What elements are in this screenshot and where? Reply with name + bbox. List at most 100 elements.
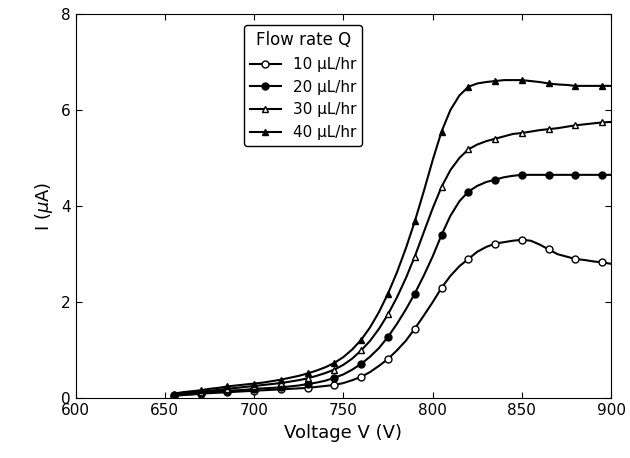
10 μL/hr bbox=[197, 391, 204, 396]
20 μL/hr bbox=[464, 189, 472, 194]
40 μL/hr bbox=[438, 129, 445, 134]
40 μL/hr bbox=[527, 78, 535, 84]
10 μL/hr bbox=[241, 388, 249, 394]
30 μL/hr bbox=[241, 384, 249, 390]
30 μL/hr bbox=[179, 391, 186, 396]
10 μL/hr bbox=[563, 254, 570, 259]
30 μL/hr bbox=[420, 230, 428, 235]
10 μL/hr bbox=[491, 241, 499, 246]
10 μL/hr bbox=[232, 389, 240, 394]
10 μL/hr bbox=[188, 392, 195, 398]
10 μL/hr bbox=[598, 260, 606, 265]
30 μL/hr bbox=[205, 388, 213, 393]
20 μL/hr bbox=[224, 388, 231, 393]
30 μL/hr bbox=[331, 367, 338, 372]
20 μL/hr bbox=[536, 172, 544, 178]
30 μL/hr bbox=[518, 130, 525, 136]
40 μL/hr bbox=[286, 375, 294, 381]
20 μL/hr bbox=[268, 385, 276, 391]
30 μL/hr bbox=[402, 276, 410, 281]
20 μL/hr bbox=[375, 345, 383, 351]
10 μL/hr bbox=[411, 326, 418, 332]
10 μL/hr bbox=[536, 242, 544, 247]
10 μL/hr bbox=[268, 387, 276, 393]
40 μL/hr bbox=[554, 82, 561, 87]
20 μL/hr bbox=[179, 392, 186, 397]
20 μL/hr bbox=[483, 180, 490, 185]
10 μL/hr bbox=[215, 390, 222, 395]
20 μL/hr bbox=[384, 334, 392, 340]
10 μL/hr bbox=[545, 247, 553, 252]
10 μL/hr bbox=[527, 238, 535, 244]
40 μL/hr bbox=[411, 219, 418, 224]
20 μL/hr bbox=[393, 321, 401, 327]
40 μL/hr bbox=[322, 365, 329, 370]
10 μL/hr bbox=[260, 387, 267, 393]
20 μL/hr bbox=[304, 381, 311, 387]
20 μL/hr bbox=[277, 385, 285, 390]
20 μL/hr bbox=[241, 387, 249, 393]
30 μL/hr bbox=[554, 125, 561, 131]
30 μL/hr bbox=[438, 184, 445, 190]
40 μL/hr bbox=[447, 107, 454, 113]
40 μL/hr bbox=[304, 371, 311, 376]
20 μL/hr bbox=[340, 372, 347, 377]
10 μL/hr bbox=[348, 377, 356, 383]
40 μL/hr bbox=[232, 383, 240, 388]
20 μL/hr bbox=[215, 388, 222, 394]
20 μL/hr bbox=[322, 378, 329, 383]
10 μL/hr bbox=[590, 259, 597, 264]
30 μL/hr bbox=[286, 379, 294, 384]
30 μL/hr bbox=[545, 126, 553, 132]
30 μL/hr bbox=[571, 123, 579, 128]
20 μL/hr bbox=[411, 291, 418, 296]
30 μL/hr bbox=[260, 382, 267, 388]
20 μL/hr bbox=[491, 177, 499, 182]
20 μL/hr bbox=[286, 384, 294, 389]
20 μL/hr bbox=[402, 307, 410, 312]
10 μL/hr bbox=[571, 256, 579, 262]
20 μL/hr bbox=[197, 390, 204, 395]
10 μL/hr bbox=[375, 363, 383, 369]
20 μL/hr bbox=[250, 386, 258, 392]
20 μL/hr bbox=[357, 361, 365, 366]
10 μL/hr bbox=[295, 386, 302, 391]
10 μL/hr bbox=[357, 374, 365, 380]
20 μL/hr bbox=[420, 273, 428, 278]
40 μL/hr bbox=[170, 391, 178, 396]
10 μL/hr bbox=[455, 263, 463, 269]
40 μL/hr bbox=[224, 384, 231, 389]
30 μL/hr bbox=[491, 136, 499, 142]
40 μL/hr bbox=[536, 79, 544, 85]
40 μL/hr bbox=[179, 389, 186, 395]
20 μL/hr bbox=[429, 254, 437, 259]
40 μL/hr bbox=[260, 380, 267, 385]
10 μL/hr bbox=[581, 257, 588, 263]
20 μL/hr bbox=[590, 172, 597, 178]
30 μL/hr bbox=[188, 390, 195, 395]
40 μL/hr bbox=[331, 360, 338, 365]
10 μL/hr bbox=[438, 285, 445, 291]
40 μL/hr bbox=[367, 325, 374, 330]
10 μL/hr bbox=[340, 380, 347, 386]
30 μL/hr bbox=[277, 380, 285, 386]
10 μL/hr bbox=[393, 348, 401, 353]
20 μL/hr bbox=[205, 389, 213, 395]
40 μL/hr bbox=[241, 382, 249, 387]
30 μL/hr bbox=[322, 370, 329, 376]
30 μL/hr bbox=[455, 155, 463, 161]
30 μL/hr bbox=[607, 119, 615, 125]
40 μL/hr bbox=[571, 83, 579, 89]
30 μL/hr bbox=[527, 129, 535, 134]
20 μL/hr bbox=[295, 383, 302, 388]
20 μL/hr bbox=[438, 232, 445, 238]
20 μL/hr bbox=[331, 375, 338, 381]
30 μL/hr bbox=[429, 206, 437, 211]
30 μL/hr bbox=[367, 338, 374, 344]
10 μL/hr bbox=[384, 356, 392, 362]
40 μL/hr bbox=[357, 337, 365, 343]
20 μL/hr bbox=[509, 173, 517, 179]
10 μL/hr bbox=[170, 393, 178, 399]
20 μL/hr bbox=[260, 386, 267, 391]
30 μL/hr bbox=[411, 254, 418, 259]
